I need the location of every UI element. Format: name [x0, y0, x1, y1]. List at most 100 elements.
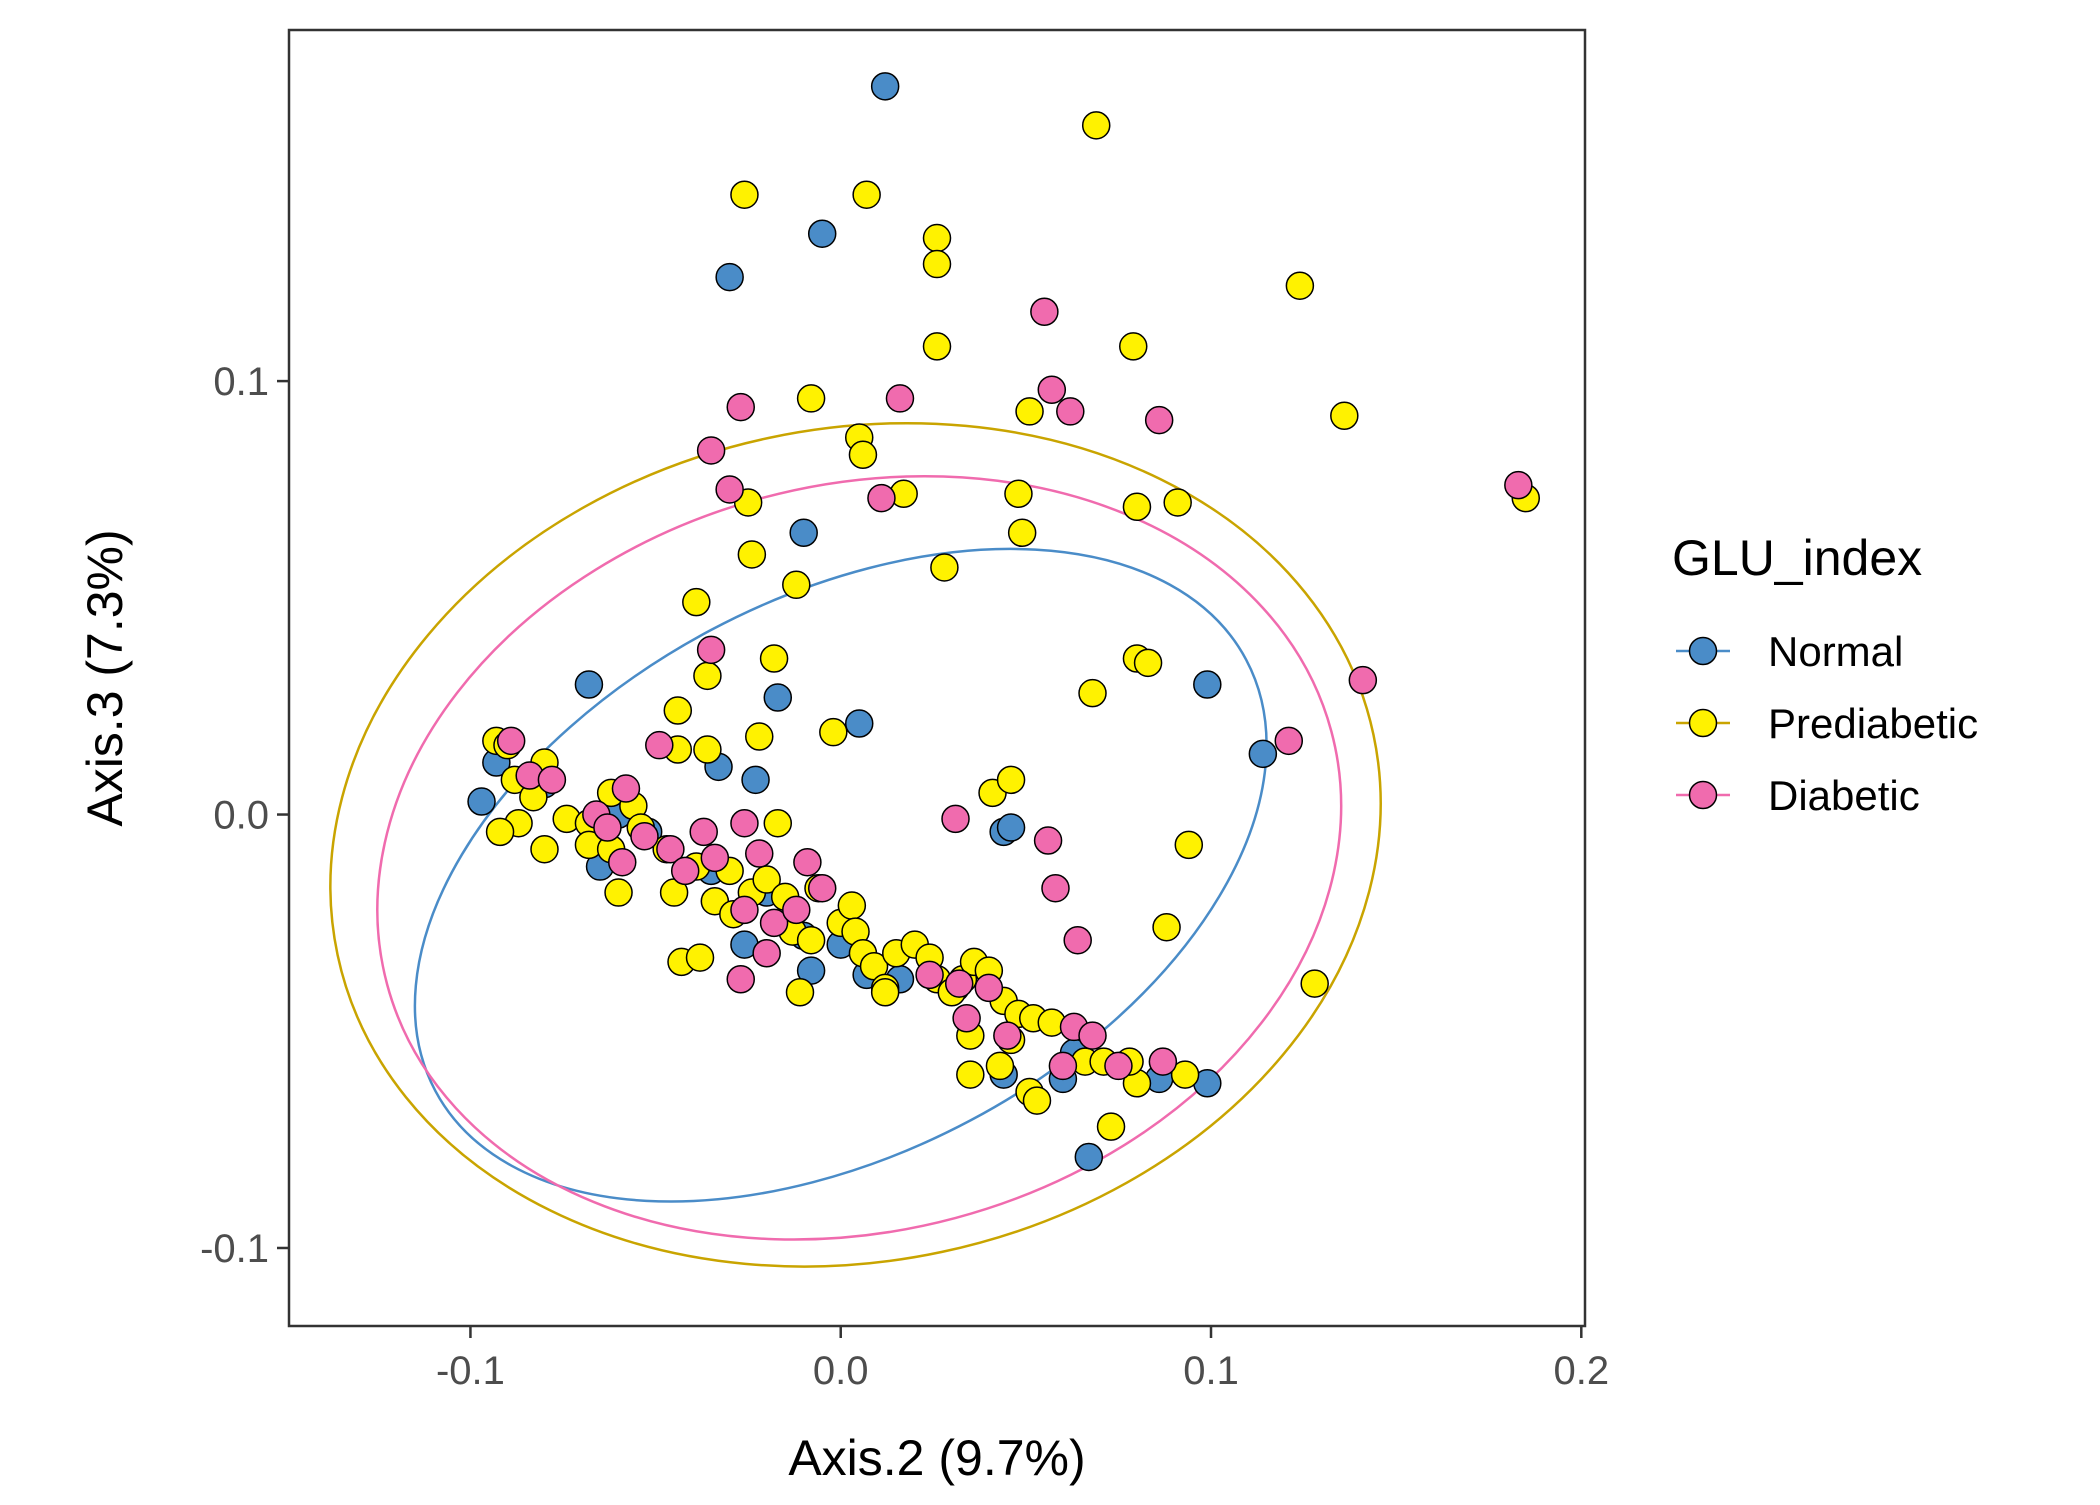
y-tick-label: 0.1 [213, 360, 269, 404]
point-prediabetic [848, 440, 878, 470]
point-prediabetic [1081, 111, 1111, 140]
point-diabetic [1048, 1051, 1078, 1081]
point-normal [1074, 1142, 1104, 1172]
point-normal [807, 219, 837, 248]
point-prediabetic [1163, 488, 1192, 517]
point-diabetic [1348, 665, 1378, 695]
point-prediabetic [1096, 1112, 1126, 1141]
point-normal [844, 709, 874, 738]
point-prediabetic [730, 180, 759, 209]
point-prediabetic [685, 943, 715, 972]
point-prediabetic [870, 977, 900, 1007]
point-diabetic [1148, 1047, 1178, 1076]
x-axis-title: Axis.2 (9.7%) [788, 1430, 1085, 1486]
legend-items: Normal Prediabetic Diabetic [1676, 628, 1978, 819]
point-prediabetic [922, 223, 952, 253]
point-normal [1248, 739, 1278, 769]
point-diabetic [537, 765, 567, 795]
ellipse-normal [413, 547, 1268, 1203]
point-diabetic [496, 726, 526, 756]
point-diabetic [1041, 873, 1070, 903]
legend: GLU_index Normal Prediabetic Diabetic [1672, 530, 1978, 819]
x-tick-label: 0.2 [1553, 1349, 1609, 1393]
point-prediabetic [922, 249, 952, 279]
point-normal [996, 813, 1026, 842]
point-diabetic [1033, 826, 1063, 855]
point-diabetic [1056, 397, 1085, 426]
point-diabetic [696, 635, 726, 665]
point-prediabetic [759, 644, 789, 673]
point-prediabetic [763, 808, 793, 838]
point-normal [741, 765, 770, 795]
confidence-ellipses [329, 421, 1382, 1268]
point-prediabetic [785, 977, 815, 1007]
point-diabetic [867, 483, 896, 513]
point-prediabetic [922, 332, 952, 361]
point-diabetic [1063, 925, 1092, 955]
y-tick-label: 0.0 [213, 794, 269, 838]
point-prediabetic [1119, 332, 1148, 361]
point-normal [715, 262, 744, 292]
point-normal [763, 683, 793, 712]
point-prediabetic [1152, 912, 1181, 942]
point-diabetic [656, 834, 685, 864]
point-prediabetic [782, 570, 811, 600]
point-diabetic [1037, 375, 1067, 405]
point-prediabetic [530, 834, 559, 864]
point-diabetic [993, 1021, 1022, 1050]
point-prediabetic [1122, 492, 1152, 522]
legend-label-normal: Normal [1768, 628, 1903, 675]
point-prediabetic [1078, 678, 1107, 708]
point-prediabetic [852, 180, 881, 209]
point-diabetic [885, 384, 915, 413]
point-prediabetic [1007, 518, 1037, 548]
point-prediabetic [1300, 969, 1329, 998]
point-normal [467, 787, 496, 816]
point-diabetic [645, 730, 674, 760]
legend-key-point [1688, 708, 1718, 738]
point-diabetic [670, 856, 700, 886]
point-prediabetic [737, 540, 767, 569]
point-diabetic [1504, 470, 1533, 500]
point-normal [870, 72, 900, 101]
point-prediabetic [985, 1051, 1015, 1081]
point-diabetic [608, 847, 637, 877]
x-tick-label: 0.1 [1183, 1349, 1239, 1393]
point-diabetic [941, 804, 970, 834]
point-diabetic [689, 817, 718, 847]
point-diabetic [974, 973, 1004, 1003]
point-prediabetic [663, 696, 693, 725]
y-axis: -0.1 0.0 0.1 [200, 360, 289, 1271]
point-diabetic [726, 964, 755, 994]
point-diabetic [593, 813, 622, 842]
ellipse-diabetic [376, 474, 1343, 1241]
point-diabetic [944, 969, 974, 998]
legend-label-diabetic: Diabetic [1768, 772, 1920, 819]
point-diabetic [611, 774, 641, 803]
point-normal [789, 518, 818, 548]
point-normal [1193, 670, 1222, 699]
point-prediabetic [1330, 401, 1359, 431]
point-diabetic [807, 873, 837, 903]
point-diabetic [715, 475, 744, 504]
point-prediabetic [996, 765, 1026, 795]
point-prediabetic [796, 384, 826, 413]
point-prediabetic [693, 661, 722, 691]
point-prediabetic [819, 717, 848, 747]
point-prediabetic [693, 735, 722, 764]
point-prediabetic [682, 587, 711, 617]
point-prediabetic [1022, 1086, 1052, 1115]
point-prediabetic [604, 878, 633, 907]
legend-title: GLU_index [1672, 530, 1922, 586]
point-diabetic [1144, 405, 1174, 435]
point-prediabetic [1170, 1060, 1200, 1089]
ellipse-prediabetic [329, 421, 1382, 1268]
point-prediabetic [956, 1060, 985, 1089]
point-prediabetic [752, 865, 781, 894]
point-diabetic [915, 960, 944, 990]
x-tick-label: -0.1 [436, 1349, 505, 1393]
point-diabetic [730, 895, 759, 925]
point-diabetic [630, 821, 659, 851]
legend-label-prediabetic: Prediabetic [1768, 700, 1978, 747]
